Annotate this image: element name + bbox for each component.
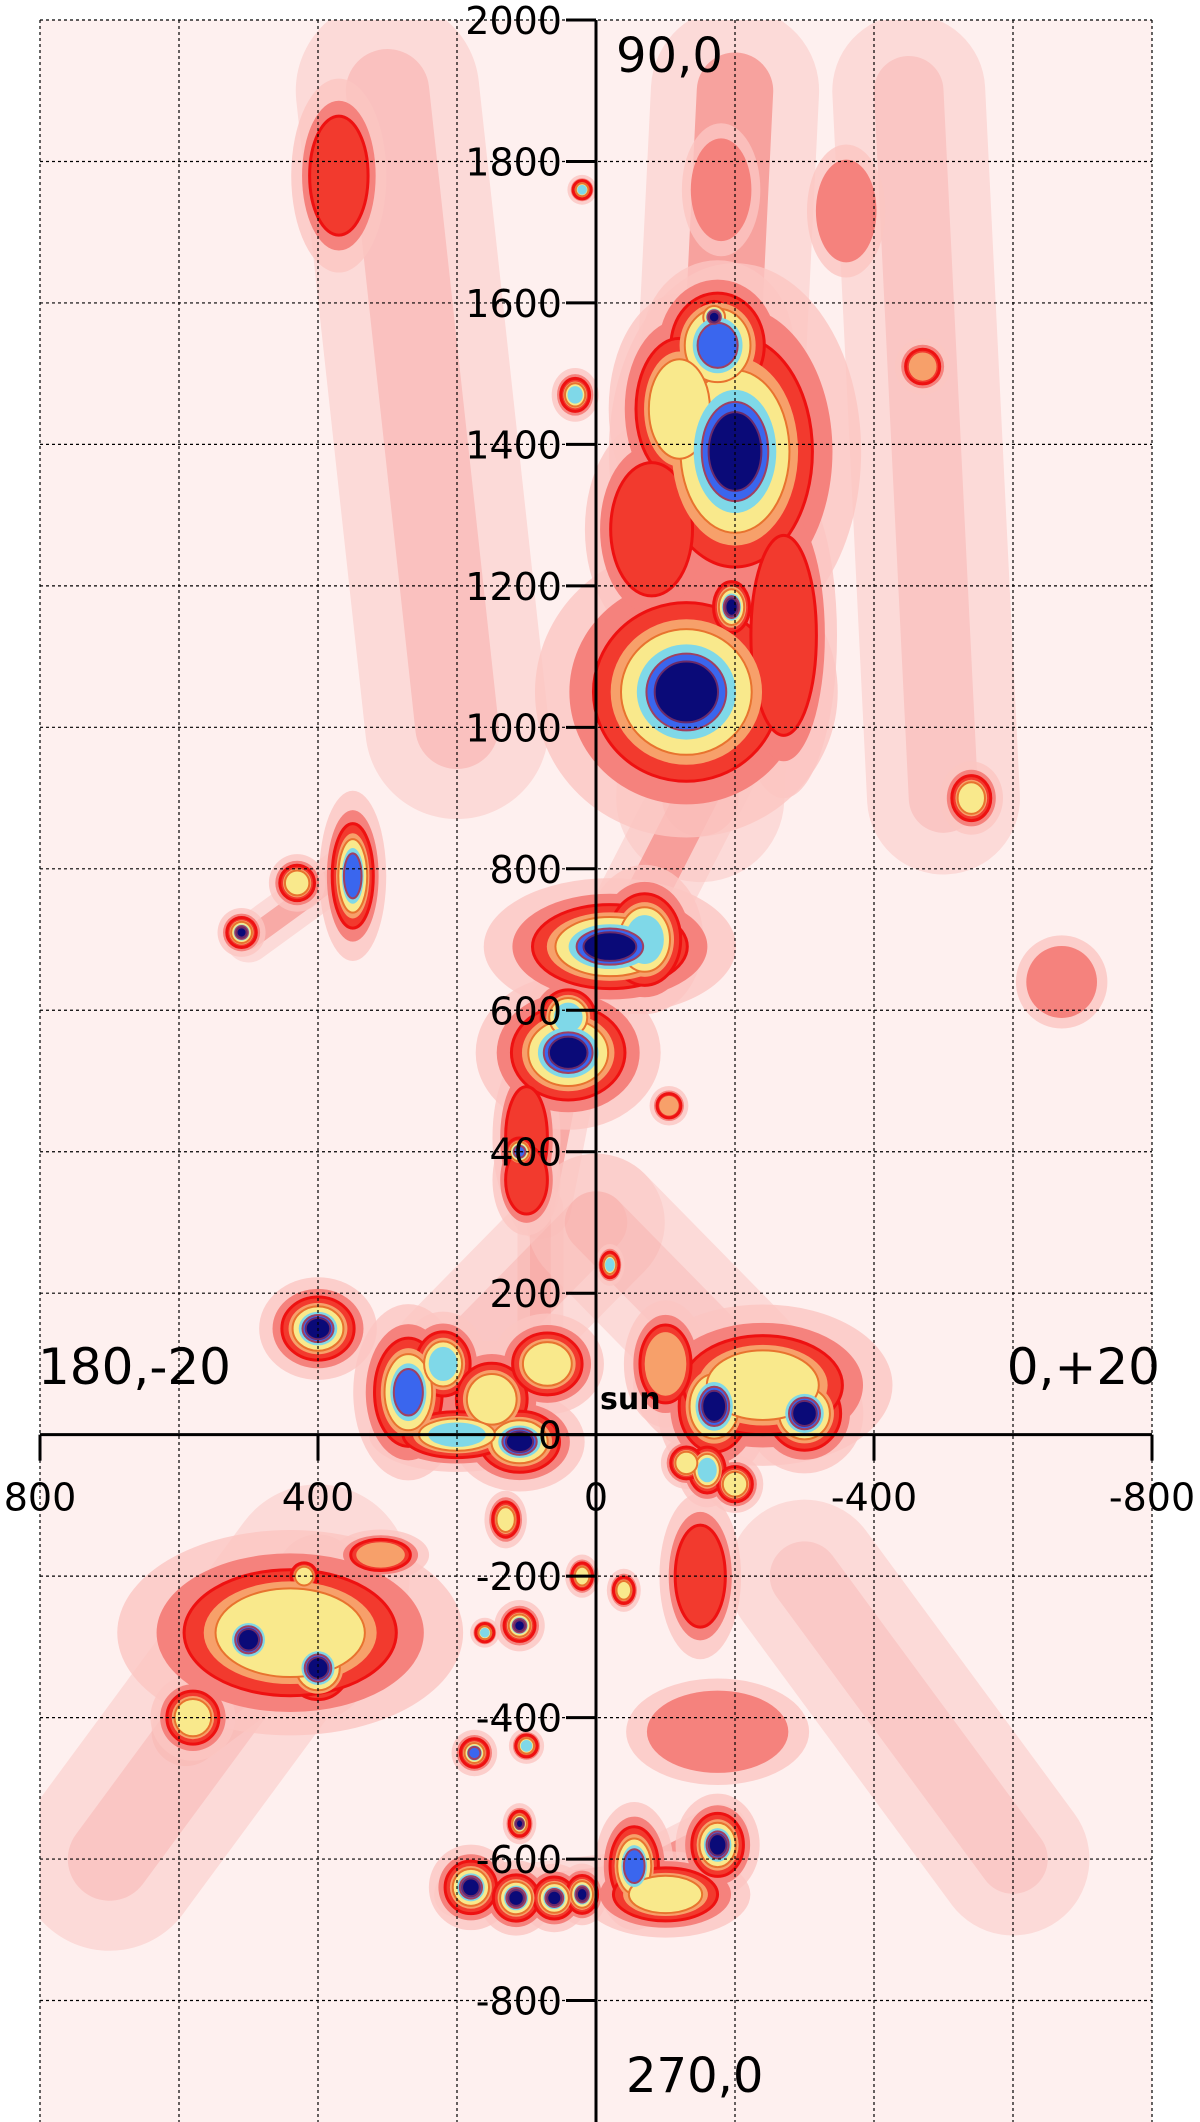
density-clump-level-2 (609, 461, 695, 598)
direction-label-top: 90,0 (616, 28, 723, 84)
density-clump-level-5 (697, 1457, 717, 1483)
density-clump-level-7 (546, 1889, 563, 1907)
filament-halo (295, 20, 549, 820)
density-clump-level-3 (356, 1542, 405, 1568)
density-clump-level-7 (513, 1619, 526, 1633)
density-clump-level-3 (644, 1332, 687, 1396)
y-tick-label: 1400 (465, 423, 562, 467)
density-clump-level-7 (724, 597, 739, 617)
x-tick-label: 0 (584, 1476, 608, 1520)
density-clump-level-6 (342, 852, 363, 900)
density-clump-level-7 (461, 1877, 481, 1898)
y-tick-label: 0 (538, 1414, 562, 1458)
density-clump-level-1 (690, 138, 752, 242)
grid-layer (39, 19, 1153, 2122)
filament-body (769, 1541, 1048, 1894)
y-tick-label: 600 (489, 989, 562, 1033)
density-clump-level-4 (465, 1372, 518, 1426)
density-filament (295, 20, 549, 820)
density-clump-level-5 (479, 1627, 490, 1638)
density-clump-level-2 (308, 114, 370, 237)
sun-marker-label: sun (600, 1382, 661, 1417)
density-clump-level-5 (428, 1346, 458, 1382)
density-clump-level-7 (504, 1430, 535, 1454)
density-clump-level-7 (507, 1889, 525, 1907)
density-clump-level-7 (707, 310, 721, 324)
density-clump-level-5 (520, 1740, 533, 1752)
y-tick-label: 1000 (465, 706, 562, 750)
density-clump-level-6 (512, 1144, 527, 1159)
filament-body (345, 49, 499, 770)
y-tick-label: -600 (476, 1838, 562, 1882)
x-tick-label: -800 (1109, 1476, 1195, 1520)
density-clump-level-1 (1026, 945, 1098, 1018)
density-clump-level-5 (567, 386, 583, 404)
density-filament (832, 20, 1020, 875)
density-clump-level-7 (236, 1628, 261, 1652)
density-clump-level-4 (674, 1450, 699, 1476)
density-clump-level-5 (605, 1258, 615, 1272)
filament-body (874, 55, 979, 833)
x-tick-label: -400 (831, 1476, 917, 1520)
direction-label-right: 0,+20 (1007, 1338, 1160, 1396)
y-tick-label: 1200 (465, 565, 562, 609)
y-tick-label: 200 (489, 1272, 562, 1316)
density-clump-level-7 (515, 1818, 525, 1829)
density-clump-level-6 (622, 1848, 646, 1885)
y-tick-label: -400 (476, 1697, 562, 1741)
density-clump-level-7 (791, 1399, 818, 1427)
density-clump-level-6 (696, 321, 739, 369)
density-clump-level-7 (707, 1833, 728, 1857)
density-clump-level-4 (283, 869, 311, 897)
axes-layer: 2000180016001400120010008006004002000-20… (4, 0, 1195, 2122)
density-clump-level-7 (575, 1886, 589, 1902)
density-clump-level-1 (646, 1690, 789, 1773)
density-clump-level-3 (908, 352, 937, 381)
density-clump-level-6 (467, 1745, 482, 1761)
labels-layer: 90,0 270,0 180,-20 0,+20 sun (38, 28, 1160, 2104)
density-clump-level-4 (615, 1579, 633, 1601)
density-clump-level-7 (235, 926, 248, 939)
direction-label-bottom: 270,0 (626, 2048, 763, 2104)
density-clump-level-4 (495, 1506, 516, 1533)
density-clump-level-1 (815, 159, 877, 263)
y-tick-label: -800 (476, 1980, 562, 2024)
x-tick-label: 800 (4, 1476, 77, 1520)
density-clump-level-6 (392, 1367, 424, 1417)
density-clump-level-7 (701, 1389, 728, 1423)
density-clump-level-4 (521, 1341, 573, 1387)
y-tick-label: 400 (489, 1131, 562, 1175)
density-clump-level-7 (582, 931, 638, 962)
density-clump-level-4 (627, 1874, 704, 1915)
density-clump-level-4 (956, 781, 986, 815)
y-tick-label: 1600 (465, 282, 562, 326)
density-clump-level-7 (653, 660, 720, 724)
y-tick-label: 800 (489, 848, 562, 892)
y-tick-label: 2000 (465, 0, 562, 43)
filament-halo (832, 20, 1020, 875)
density-clump-level-3 (659, 1095, 679, 1116)
density-clump-level-7 (547, 1035, 589, 1070)
density-clump-level-5 (577, 184, 587, 195)
filament-halo (728, 1499, 1090, 1936)
x-tick-label: 400 (282, 1476, 355, 1520)
y-tick-label: -200 (476, 1555, 562, 1599)
direction-label-left: 180,-20 (38, 1338, 231, 1396)
y-tick-label: 1800 (465, 140, 562, 184)
density-filament (728, 1499, 1090, 1936)
